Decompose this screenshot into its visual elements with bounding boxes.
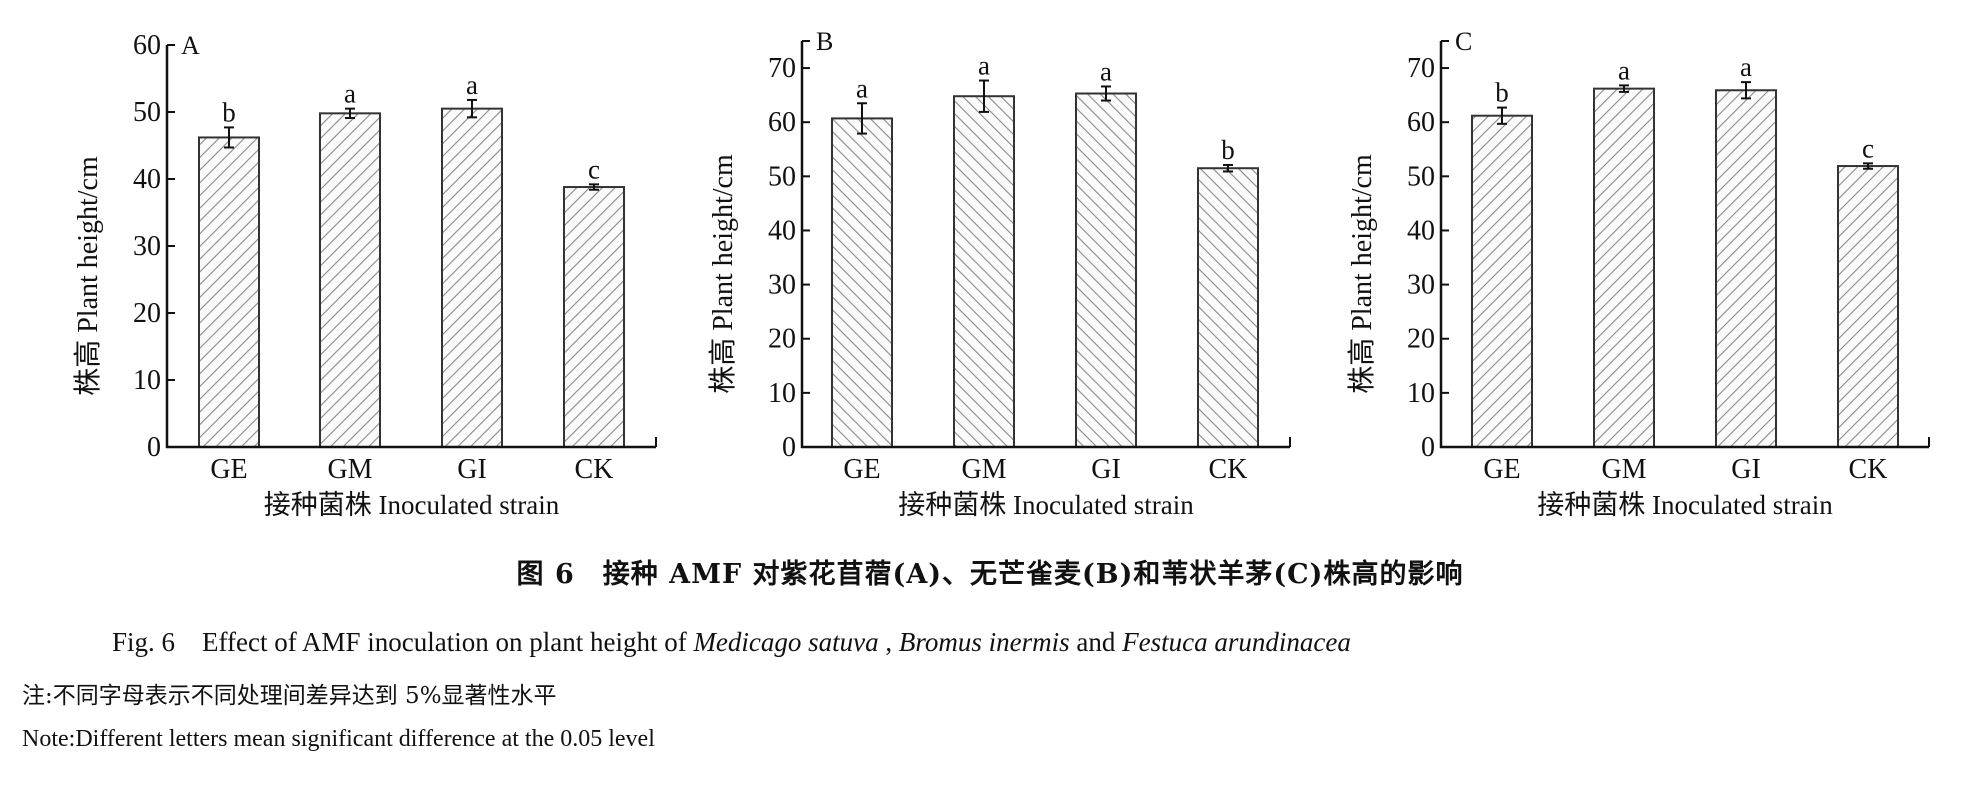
x-tick-label: CK bbox=[575, 454, 614, 485]
y-tick-label: 60 bbox=[768, 107, 796, 138]
chart-panel-b: a GE a GM a GI b CK 0 10 20 30 40 50 60 70 B 接种菌株 Inocula… bbox=[707, 27, 1291, 520]
x-tick-label: GI bbox=[457, 454, 487, 485]
x-axis-title: 接种菌株 Inoculated strain bbox=[1537, 490, 1833, 520]
error-bar bbox=[1223, 163, 1233, 173]
species-festuca: Festuca arundinacea bbox=[1122, 627, 1351, 657]
bar-gm bbox=[1593, 87, 1655, 449]
error-bar bbox=[979, 79, 989, 113]
y-tick-label: 70 bbox=[1407, 53, 1435, 84]
error-bar bbox=[857, 102, 867, 135]
panel-label: C bbox=[1455, 27, 1472, 56]
figure-charts: b GE a GM a GI c CK 0 10 20 30 40 50 60 A 接种菌株 Inoculate… bbox=[72, 27, 1930, 520]
bar-gm bbox=[953, 95, 1015, 448]
significance-letter: a bbox=[856, 73, 868, 103]
y-tick-label: 40 bbox=[768, 215, 796, 246]
y-tick-label: 70 bbox=[768, 53, 796, 84]
bar-ck bbox=[1197, 167, 1259, 448]
y-tick-label: 60 bbox=[133, 30, 161, 61]
y-tick-label: 30 bbox=[133, 231, 161, 262]
significance-letter: a bbox=[466, 70, 478, 100]
significance-letter: a bbox=[1100, 56, 1112, 86]
y-tick-label: 0 bbox=[782, 432, 796, 463]
chart-panel-a: b GE a GM a GI c CK 0 10 20 30 40 50 60 A 接种菌株 Inoculate… bbox=[72, 30, 657, 520]
x-tick-label: CK bbox=[1209, 454, 1248, 485]
error-bar bbox=[1619, 84, 1629, 93]
chart-panel-c: b GE a GM a GI c CK 0 10 20 30 40 50 60 70 C 接种菌株 Inocula… bbox=[1346, 27, 1930, 520]
significance-letter: a bbox=[978, 51, 990, 81]
significance-letter: c bbox=[588, 154, 600, 184]
bar-ck bbox=[563, 186, 625, 448]
x-tick-label: GE bbox=[210, 454, 247, 485]
x-tick-label: GI bbox=[1091, 454, 1121, 485]
x-tick-label: GM bbox=[961, 454, 1006, 485]
error-bar bbox=[1101, 85, 1111, 102]
species-bromus: Bromus inermis bbox=[898, 627, 1070, 657]
significance-letter: b bbox=[1495, 78, 1509, 108]
x-tick-label: CK bbox=[1849, 454, 1888, 485]
y-tick-label: 40 bbox=[1407, 215, 1435, 246]
caption-prefix: Fig. 6 Effect of AMF inoculation on plan… bbox=[112, 627, 694, 657]
error-bar bbox=[224, 126, 234, 149]
x-tick-label: GM bbox=[1601, 454, 1646, 485]
panel-label: B bbox=[816, 27, 833, 56]
species-medicago: Medicago satuva bbox=[693, 627, 879, 657]
y-tick-label: 10 bbox=[1407, 378, 1435, 409]
bar-gi bbox=[441, 107, 503, 449]
significance-letter: c bbox=[1862, 133, 1874, 163]
x-tick-label: GE bbox=[1483, 454, 1520, 485]
y-axis-title: 株高 Plant height/cm bbox=[72, 156, 104, 396]
figure-caption-chinese: 图 6 接种 AMF 对紫花苜蓿(A)、无芒雀麦(B)和苇状羊茅(C)株高的影响 bbox=[516, 559, 1464, 590]
y-tick-label: 20 bbox=[1407, 324, 1435, 355]
error-bar bbox=[589, 183, 599, 191]
x-axis-title: 接种菌株 Inoculated strain bbox=[898, 490, 1194, 520]
error-bar bbox=[467, 98, 477, 119]
bar-ge bbox=[1471, 114, 1533, 448]
caption-sep-1: , bbox=[878, 627, 899, 657]
x-axis-title: 接种菌株 Inoculated strain bbox=[264, 490, 560, 520]
panel-label: A bbox=[181, 31, 200, 60]
bar-gi bbox=[1075, 92, 1137, 448]
y-tick-label: 40 bbox=[133, 164, 161, 195]
note-english: Note:Different letters mean significant … bbox=[22, 726, 655, 752]
y-tick-label: 30 bbox=[1407, 270, 1435, 301]
y-tick-label: 20 bbox=[133, 298, 161, 329]
x-tick-label: GM bbox=[327, 454, 372, 485]
y-tick-label: 10 bbox=[768, 378, 796, 409]
bar-gi bbox=[1715, 89, 1777, 449]
bar-ge bbox=[198, 136, 260, 449]
y-tick-label: 50 bbox=[133, 97, 161, 128]
y-tick-label: 20 bbox=[768, 324, 796, 355]
y-tick-label: 50 bbox=[1407, 161, 1435, 192]
y-axis-title: 株高 Plant height/cm bbox=[707, 154, 739, 394]
error-bar bbox=[345, 107, 355, 120]
y-axis-title: 株高 Plant height/cm bbox=[1346, 154, 1378, 394]
y-tick-label: 30 bbox=[768, 270, 796, 301]
y-tick-label: 0 bbox=[147, 432, 161, 463]
x-tick-label: GE bbox=[843, 454, 880, 485]
significance-letter: b bbox=[1221, 135, 1235, 165]
caption-sep-2: and bbox=[1069, 627, 1123, 657]
significance-letter: a bbox=[1618, 55, 1630, 85]
bar-ck bbox=[1837, 165, 1899, 448]
error-bar bbox=[1497, 106, 1507, 125]
x-tick-label: GI bbox=[1731, 454, 1761, 485]
bar-gm bbox=[319, 112, 381, 448]
y-tick-label: 0 bbox=[1421, 432, 1435, 463]
significance-letter: a bbox=[344, 79, 356, 109]
error-bar bbox=[1863, 162, 1873, 170]
y-tick-label: 50 bbox=[768, 161, 796, 192]
y-tick-label: 60 bbox=[1407, 107, 1435, 138]
significance-letter: a bbox=[1740, 52, 1752, 82]
figure-caption-english: Fig. 6 Effect of AMF inoculation on plan… bbox=[112, 620, 1351, 659]
error-bar bbox=[1741, 81, 1751, 100]
note-chinese: 注:不同字母表示不同处理间差异达到 5%显著性水平 bbox=[22, 683, 557, 709]
y-tick-label: 10 bbox=[133, 365, 161, 396]
significance-letter: b bbox=[222, 97, 236, 127]
bar-ge bbox=[831, 117, 893, 448]
